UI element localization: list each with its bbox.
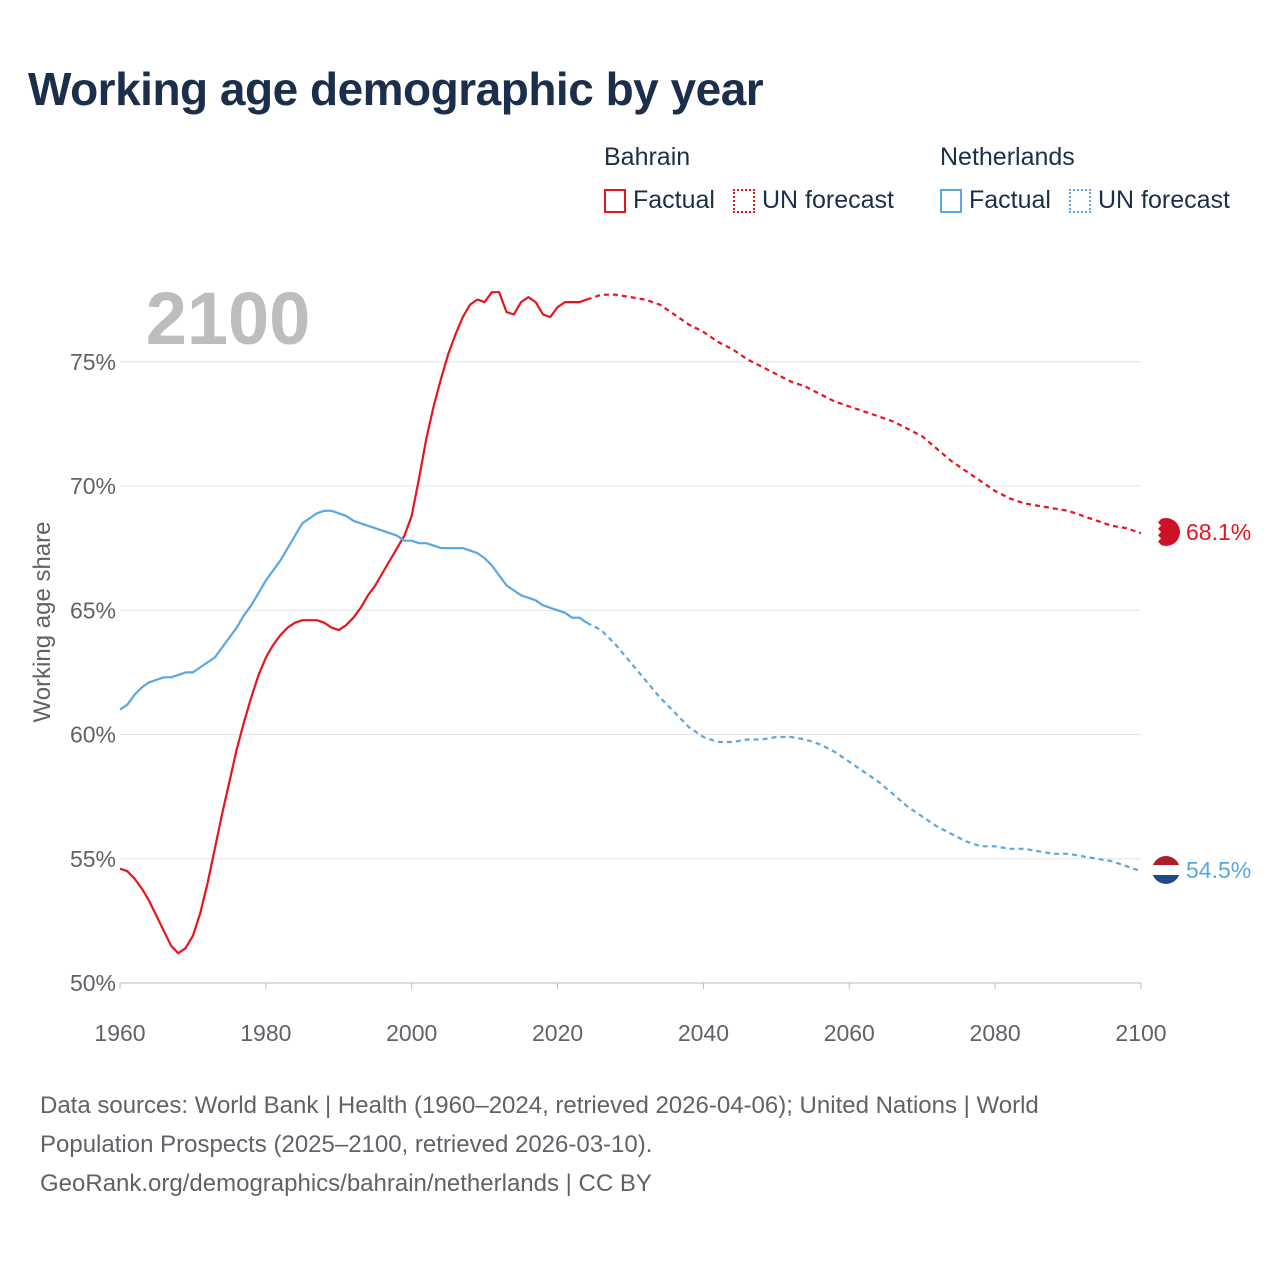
axes: 50% 55% 60% 65% 70% 75% 1960 1980 2000 2020 2040 20… [70, 349, 1167, 1046]
netherlands-flag-icon [1152, 856, 1180, 884]
footer-sources: Data sources: World Bank | Health (1960–… [40, 1086, 1240, 1203]
bahrain-flag-icon [1152, 518, 1180, 546]
legend-swatch-dotted-icon [732, 188, 755, 213]
end-value-label-bahrain: 68.1% [1186, 519, 1251, 545]
y-axis-label: Working age share [29, 522, 56, 723]
footer-line: Population Prospects (2025–2100, retriev… [40, 1131, 653, 1158]
legend-group-name: Netherlands [940, 143, 1075, 171]
legend-swatch-dotted-icon [1068, 188, 1091, 213]
legend-label: UN forecast [1097, 186, 1230, 214]
series [119, 291, 1142, 955]
y-tick-label: 75% [70, 349, 116, 375]
legend-swatch-solid-icon [604, 188, 626, 213]
legend-item-netherlands-factual[interactable]: Factual [940, 186, 1051, 215]
legend-item-bahrain-forecast[interactable]: UN forecast [732, 186, 894, 215]
legend-item-bahrain-factual[interactable]: Factual [604, 186, 715, 215]
series-line-netherlands-factual [119, 509, 588, 711]
x-tick-label: 2040 [678, 1020, 729, 1046]
footer-line: Data sources: World Bank | Health (1960–… [40, 1092, 1039, 1119]
x-tick-label: 2020 [532, 1020, 583, 1046]
footer-link[interactable]: GeoRank.org/demographics/bahrain/netherl… [40, 1170, 652, 1197]
gridlines [120, 361, 1141, 984]
end-value-label-netherlands: 54.5% [1186, 857, 1251, 883]
y-tick-label: 50% [70, 970, 116, 996]
series-line-netherlands-forecast [586, 621, 1142, 873]
year-watermark: 2100 [146, 277, 311, 360]
x-tick-label: 1980 [240, 1020, 291, 1046]
legend-label: Factual [969, 186, 1051, 214]
x-tick-label: 2100 [1115, 1020, 1166, 1046]
y-tick-label: 65% [70, 597, 116, 623]
legend-group-bahrain: Bahrain Factual UN forecast [604, 143, 912, 215]
x-tick-label: 2060 [824, 1020, 875, 1046]
y-tick-label: 70% [70, 473, 116, 499]
x-tick-label: 2000 [386, 1020, 437, 1046]
legend-label: UN forecast [761, 186, 894, 214]
x-tick-label: 2080 [970, 1020, 1021, 1046]
legend-group-name: Bahrain [604, 143, 691, 171]
legend-group-netherlands: Netherlands Factual UN forecast [940, 143, 1248, 215]
series-line-bahrain-forecast [586, 293, 1142, 535]
x-tick-label: 1960 [94, 1020, 145, 1046]
legend-swatch-solid-icon [940, 188, 962, 213]
legend-label: Factual [633, 186, 715, 214]
y-tick-label: 55% [70, 846, 116, 872]
series-line-bahrain-factual [119, 291, 588, 955]
legend-item-netherlands-forecast[interactable]: UN forecast [1068, 186, 1230, 215]
line-chart: 2100 50% 55% 60% 65% 70% 75% 1960 1980 2000 2020 2… [29, 277, 1251, 1046]
y-tick-label: 60% [70, 722, 116, 748]
chart-title: Working age demographic by year [28, 63, 764, 115]
